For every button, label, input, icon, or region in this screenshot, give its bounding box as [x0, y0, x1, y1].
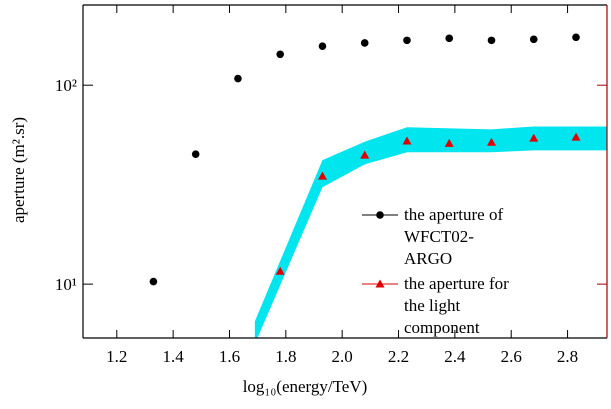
triangle-marker — [486, 137, 496, 146]
triangle-marker — [317, 171, 327, 180]
x-tick-label: 1.4 — [163, 347, 185, 366]
x-tick-label: 2.0 — [332, 347, 353, 366]
legend-entry: the aperture of WFCT02-ARGO — [360, 204, 520, 270]
circle-marker — [445, 34, 454, 43]
triangle-marker — [402, 136, 412, 145]
x-tick-label: 2.6 — [501, 347, 522, 366]
x-tick-label: 1.8 — [275, 347, 296, 366]
triangle-marker — [529, 133, 539, 142]
circle-marker — [234, 74, 242, 83]
legend-symbol — [362, 279, 398, 288]
uncertainty-band — [254, 126, 607, 338]
circle-marker — [487, 36, 496, 45]
triangle-marker — [360, 150, 370, 159]
x-tick-label: 1.6 — [219, 347, 240, 366]
triangle-marker — [275, 266, 285, 275]
triangle-marker — [444, 138, 454, 147]
plot-area — [149, 33, 607, 338]
triangle-marker — [375, 279, 385, 288]
circle-marker — [191, 150, 200, 158]
legend-label: the aperture for the light component — [404, 274, 509, 337]
y-axis-label: aperture (m².sr) — [9, 117, 28, 223]
x-tick-label: 2.4 — [444, 347, 466, 366]
circle-marker — [572, 33, 580, 42]
circle-marker — [529, 35, 538, 44]
y-tick-label: 10¹ — [55, 275, 77, 294]
circle-marker — [276, 50, 285, 59]
x-tick-label: 2.2 — [388, 347, 409, 366]
legend-entry: the aperture for the light component — [360, 273, 520, 339]
legend-label: the aperture of WFCT02-ARGO — [404, 205, 504, 268]
circle-marker — [360, 39, 369, 47]
x-tick-label: 2.8 — [557, 347, 578, 366]
circle-marker — [149, 277, 158, 286]
circle-marker — [318, 42, 327, 51]
x-axis-label: log₁₀(energy/TeV) — [243, 377, 368, 396]
x-tick-label: 1.2 — [106, 347, 127, 366]
circle-marker — [376, 211, 384, 219]
y-tick-label: 10² — [55, 76, 77, 95]
triangle-marker — [571, 132, 581, 141]
legend: the aperture of WFCT02-ARGO the aperture … — [360, 204, 520, 342]
circle-marker — [403, 36, 411, 45]
legend-symbol — [362, 211, 398, 219]
